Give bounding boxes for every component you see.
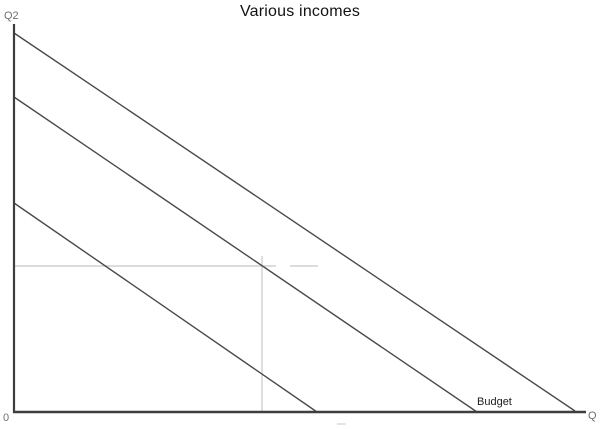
x-axis-label: Q xyxy=(588,410,597,422)
low-income-budget-line xyxy=(13,202,318,413)
origin-label: 0 xyxy=(3,412,10,424)
middle-income-budget-line xyxy=(13,96,478,413)
high-income-budget-line xyxy=(13,32,576,412)
faint-artifact-mark xyxy=(337,423,346,425)
budget-line-label: Budget xyxy=(477,396,512,408)
y-axis-label: Q2 xyxy=(4,10,19,22)
chart-title: Various incomes xyxy=(239,3,361,20)
